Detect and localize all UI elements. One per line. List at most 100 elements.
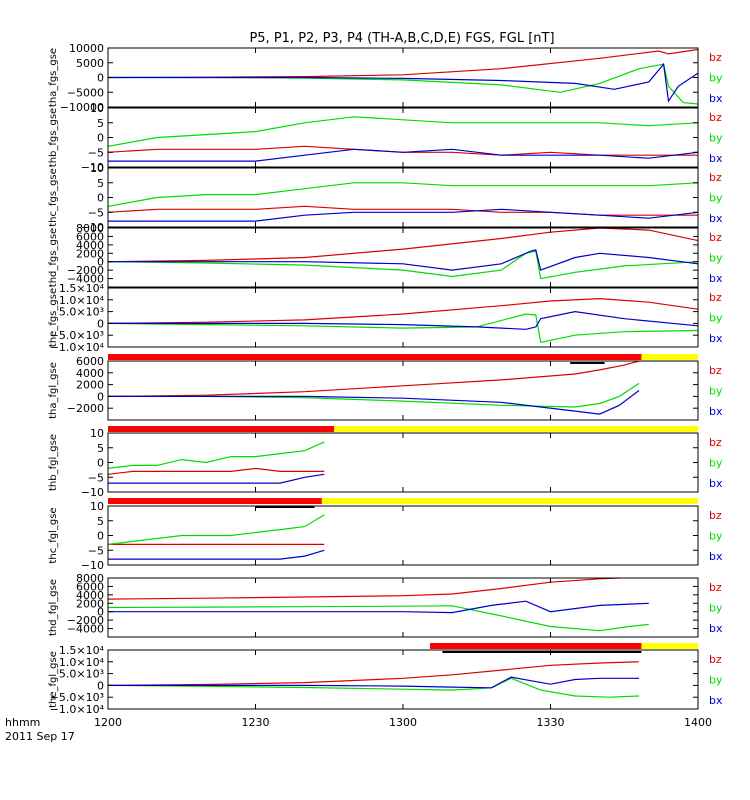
y-tick-label: 2000 [76,597,104,610]
state-bar-tick [530,651,536,653]
state-bar-red [108,354,642,360]
y-tick-label: −10 [81,161,104,174]
state-bar-tick [570,362,605,364]
y-axis-label: tha_fgs_gse [48,48,59,107]
state-bar-tick [555,651,561,653]
series-line-by [108,116,698,147]
y-axis-label: tha_fgl_gse [48,362,59,419]
y-tick-label: 0 [97,606,104,619]
chart-title: P5, P1, P2, P3, P4 (TH-A,B,C,D,E) FGS, F… [249,31,554,46]
series-line-by [108,182,698,207]
y-tick-label: −2000 [67,402,104,415]
legend-bz: bz [709,364,722,377]
y-tick-label: −10 [81,486,104,499]
legend-by: by [709,385,723,398]
series-line-bx [108,310,698,330]
series-line-bz [108,661,640,686]
state-bar-tick [452,651,458,653]
y-tick-label: 5 [97,515,104,528]
y-axis-label: thb_fgl_gse [48,434,59,491]
series-line-bz [108,48,698,79]
y-tick-label: 0 [97,679,104,692]
series-line-by [108,514,325,545]
state-bar-yellow [321,498,698,504]
legend-bx: bx [709,152,723,165]
series-line-bz [108,467,325,475]
y-tick-label: 5.0×10³ [59,668,104,681]
panel-frame [107,227,699,288]
legend-bx: bx [709,622,723,635]
legend-bz: bz [709,581,722,594]
y-tick-label: −5.0×10³ [50,329,104,342]
y-tick-label: 1.5×10⁴ [59,644,105,657]
panel-thc_fgs_gse: 10 5 0−5 −10 thc_fgs_gse bz by bx [48,162,723,234]
y-tick-label: −4000 [67,623,104,636]
y-tick-label: −4000 [67,273,104,286]
series-line-bz [108,578,635,600]
y-tick-label: 10 [90,500,104,513]
y-tick-label: 0 [97,530,104,543]
x-tick-label: 1230 [242,716,270,729]
state-bar-tick [476,651,482,653]
series-line-bz [108,297,698,324]
y-tick-label: 0 [97,72,104,85]
y-tick-label: 0 [97,132,104,145]
series-line-bx [108,390,640,415]
y-tick-label: 5 [97,177,104,190]
y-axis-label: thd_fgs_gse [48,228,59,287]
panel-the_fgs_gse: 1.5×10⁴1.0×10⁴5.0×10³0−5.0×10³−1.0×10⁴th… [48,282,723,364]
y-tick-label: 10 [90,162,104,175]
legend-by: by [709,192,723,205]
legend-by: by [709,132,723,145]
series-line-bx [108,208,698,222]
y-tick-label: −10000 [60,101,104,114]
y-tick-label: 1.0×10⁴ [59,656,105,669]
y-tick-label: −2000 [67,264,104,277]
legend-by: by [709,252,723,265]
time-axis: 1200 1230 1300 1330 1400 [94,716,712,729]
y-tick-label: −10 [81,221,104,234]
state-bar-yellow [641,354,698,360]
series-line-bz [108,228,698,263]
panel-frame [107,107,699,168]
state-bar-tick [501,651,507,653]
series-line-bz [108,205,698,216]
panel-the_fgl_gse: 1.5×10⁴1.0×10⁴5.0×10³0−5.0×10³−1.0×10⁴th… [48,644,723,716]
x-tick-label: 1200 [94,716,122,729]
legend-bz: bz [709,436,722,449]
legend-bz: bz [709,509,722,522]
state-bar-red [430,643,642,649]
x-tick-label: 1330 [537,716,565,729]
y-tick-label: 2000 [76,379,104,392]
y-tick-label: −10 [81,559,104,572]
legend-bx: bx [709,405,723,418]
y-tick-label: 5000 [76,57,104,70]
y-tick-label: −5 [88,471,104,484]
y-tick-label: 2000 [76,247,104,260]
series-line-by [108,677,640,698]
y-axis-label: thb_fgs_gse [48,108,59,167]
legend-by: by [709,530,723,543]
legend-bx: bx [709,212,723,225]
y-axis-label: thc_fgs_gse [48,168,59,227]
y-tick-label: 5.0×10³ [59,306,104,319]
state-bar-yellow [334,426,698,432]
panel-frame [107,649,699,710]
legend-bz: bz [709,51,722,64]
legend-bz: bz [709,653,722,666]
legend-by: by [709,312,723,325]
y-tick-label: 0 [97,256,104,269]
series-line-bz [108,145,698,156]
legend-by: by [709,674,723,687]
state-bar-tick [442,651,642,653]
y-tick-label: 4000 [76,367,104,380]
y-tick-label: −1.0×10⁴ [50,703,105,716]
date-label: 2011 Sep 17 [5,730,75,743]
panel-thb_fgs_gse: 10 5 0−5 −10 thb_fgs_gse bz by bx [48,102,723,174]
series-line-bx [108,473,325,484]
